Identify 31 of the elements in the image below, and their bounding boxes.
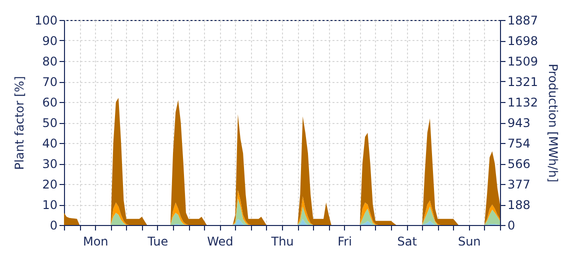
x-tick-label: Fri: [338, 234, 352, 248]
y-tick-label: 60: [42, 96, 58, 110]
x-tick-label: Sun: [458, 234, 481, 248]
y2-tick-label: 943: [508, 116, 530, 130]
y2-tick-label: 754: [508, 136, 530, 151]
x-tick-label: Mon: [82, 234, 108, 248]
x-tick-label: Tue: [146, 234, 168, 248]
y2-tick-label: 1698: [508, 34, 538, 48]
y-tick-label: 40: [42, 136, 58, 150]
y-tick-label: 100: [34, 14, 58, 28]
y2-tick-label: 1509: [508, 54, 538, 69]
y-tick-label: 90: [42, 34, 58, 48]
y-tick-label: 20: [42, 178, 58, 192]
y2-axis-title: Production [MWh/h]: [546, 64, 560, 182]
y2-tick-label: 1887: [508, 14, 538, 28]
y-axis-title: Plant factor [%]: [12, 76, 27, 170]
y2-tick-label: 377: [508, 178, 530, 192]
y-tick-label: 70: [42, 75, 58, 89]
y-tick-label: 10: [42, 198, 58, 212]
y2-tick-label: 0: [508, 218, 516, 232]
y-tick-label: 50: [42, 116, 58, 130]
x-tick-label: Thu: [270, 234, 294, 248]
x-tick-label: Sat: [397, 234, 418, 248]
y2-tick-label: 566: [508, 157, 530, 172]
y2-tick-label: 188: [508, 198, 530, 212]
x-tick-label: Wed: [207, 234, 234, 248]
y2-tick-label: 1132: [508, 96, 538, 110]
y-tick-label: 80: [42, 54, 58, 68]
y-tick-label: 0: [50, 218, 58, 232]
y2-tick-label: 1321: [508, 74, 538, 89]
y-tick-label: 30: [42, 157, 58, 171]
